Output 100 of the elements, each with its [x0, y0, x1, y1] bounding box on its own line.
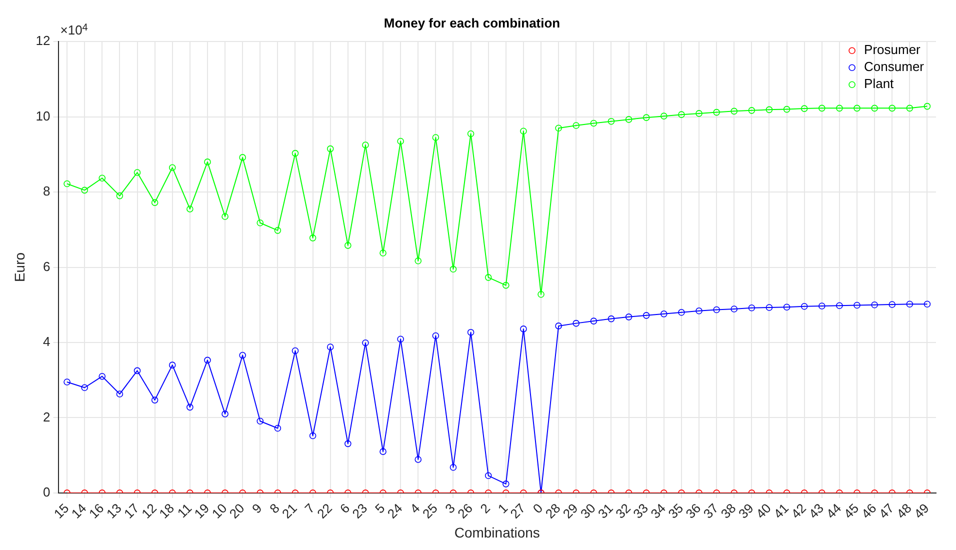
point — [906, 104, 914, 112]
point — [309, 432, 316, 440]
point — [414, 257, 422, 264]
point — [432, 332, 440, 340]
point — [134, 367, 141, 374]
point — [256, 219, 264, 226]
point — [713, 108, 720, 116]
x-tick-label: 2 — [477, 500, 494, 516]
point — [906, 300, 914, 308]
y-tick-label: 4 — [43, 334, 50, 350]
point — [590, 318, 598, 324]
point — [309, 234, 316, 242]
y-tick-label: 6 — [43, 258, 50, 274]
legend-label: Plant — [864, 76, 894, 92]
point — [660, 112, 668, 120]
legend-label: Consumer — [864, 59, 925, 74]
point — [292, 150, 299, 157]
point — [924, 102, 931, 110]
point — [204, 356, 211, 364]
point — [134, 169, 141, 176]
point — [116, 192, 124, 200]
point — [151, 199, 158, 206]
point — [713, 306, 720, 314]
point — [730, 108, 738, 115]
point — [555, 124, 562, 132]
legend-label: Prosumer — [864, 42, 922, 58]
point — [888, 301, 896, 308]
point — [696, 110, 702, 117]
point — [450, 266, 457, 273]
point — [484, 472, 492, 480]
point — [362, 339, 369, 346]
y-tick-label: 12 — [36, 33, 50, 48]
point — [81, 186, 88, 194]
point — [116, 390, 124, 398]
point — [520, 326, 527, 332]
point — [572, 122, 580, 129]
point — [836, 302, 843, 310]
point — [590, 120, 598, 127]
point — [344, 242, 352, 249]
point — [484, 274, 492, 281]
point — [186, 206, 194, 212]
chart-title: Money for each combination — [384, 15, 560, 30]
point — [502, 480, 510, 488]
point — [204, 158, 211, 166]
point — [608, 118, 615, 125]
point — [168, 164, 176, 171]
y-tick-label: 10 — [36, 108, 50, 124]
point — [239, 352, 246, 359]
point — [642, 312, 650, 319]
point — [64, 180, 70, 188]
point — [397, 336, 404, 343]
point — [888, 104, 896, 112]
point — [572, 320, 580, 327]
point — [696, 308, 702, 314]
point — [239, 154, 246, 161]
point — [854, 302, 860, 309]
y-tick-label: 2 — [43, 409, 50, 424]
point — [748, 304, 756, 312]
point — [432, 134, 440, 141]
point — [467, 328, 474, 336]
point — [766, 304, 773, 311]
point — [642, 114, 650, 121]
point — [871, 104, 878, 112]
point — [467, 130, 474, 138]
y-tick-label: 8 — [43, 184, 50, 199]
point — [538, 290, 544, 298]
point — [380, 448, 386, 455]
point — [362, 142, 369, 148]
point — [800, 302, 808, 310]
point — [502, 282, 510, 289]
y-axis-title: Euro — [11, 252, 28, 282]
point — [292, 347, 299, 354]
point — [766, 106, 773, 114]
point — [380, 250, 386, 256]
point — [168, 362, 176, 368]
point — [783, 106, 790, 113]
point — [625, 314, 632, 320]
point — [836, 104, 843, 112]
point — [326, 145, 334, 152]
point — [98, 174, 106, 182]
point — [924, 300, 931, 308]
point — [414, 456, 422, 463]
point — [871, 301, 878, 308]
point — [326, 344, 334, 350]
point — [450, 464, 457, 471]
point — [222, 410, 228, 418]
point — [186, 404, 194, 411]
point — [81, 384, 88, 392]
x-tick-label: 9 — [249, 500, 265, 516]
point — [730, 306, 738, 312]
x-axis-title: Combinations — [454, 524, 540, 540]
y-tick-label: 0 — [43, 484, 50, 500]
point — [151, 396, 158, 404]
point — [800, 105, 808, 112]
point — [678, 309, 685, 316]
point — [660, 310, 668, 318]
point — [818, 302, 826, 310]
point — [344, 440, 352, 448]
point — [520, 128, 527, 135]
point — [274, 424, 282, 432]
